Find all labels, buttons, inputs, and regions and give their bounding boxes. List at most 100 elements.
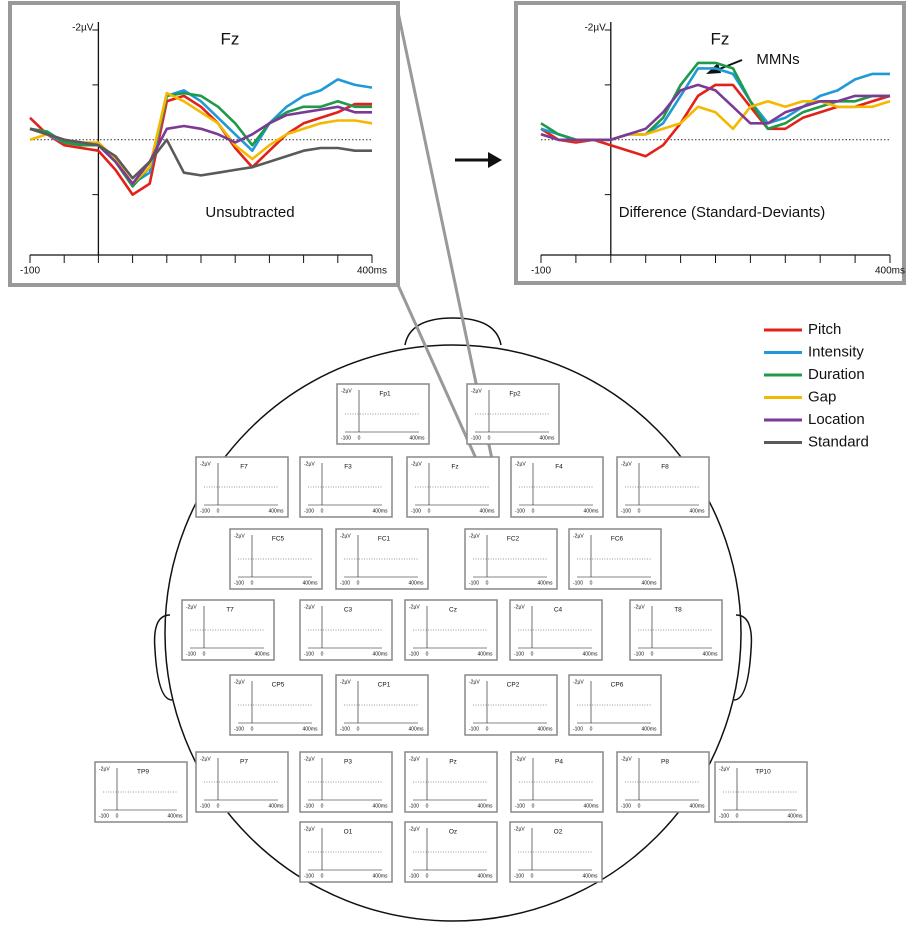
annotation: Unsubtracted: [205, 204, 294, 221]
mini-tick-label: 0: [217, 803, 220, 809]
mini-tick-label: -100: [634, 651, 644, 657]
mini-tick-label: -100: [514, 651, 524, 657]
electrode-panel: [568, 528, 662, 590]
mini-tick-label: -2µV: [515, 461, 526, 467]
electrode-name: CP5: [272, 682, 285, 689]
mini-tick-label: -2µV: [409, 756, 420, 762]
legend-label: Location: [808, 411, 865, 428]
mini-tick-label: 0: [532, 803, 535, 809]
electrode-name: FC2: [507, 536, 520, 543]
legend-label: Gap: [808, 388, 836, 405]
electrode-name: Fp1: [379, 391, 391, 398]
mini-tick-label: 0: [590, 580, 593, 586]
mini-tick-label: -100: [200, 803, 210, 809]
mini-tick-label: -100: [515, 803, 525, 809]
electrode-name: TP9: [137, 769, 149, 776]
mini-tick-label: -100: [514, 873, 524, 879]
mini-tick-label: -100: [234, 726, 244, 732]
mini-tick-label: -2µV: [304, 461, 315, 467]
mini-tick-label: 400ms: [641, 726, 657, 732]
x-tick-label: 400ms: [357, 266, 387, 277]
mini-tick-label: -2µV: [200, 756, 211, 762]
electrode-name: F4: [555, 464, 563, 471]
mini-tick-label: 400ms: [702, 651, 718, 657]
mini-tick-label: -100: [234, 580, 244, 586]
legend-label: Pitch: [808, 321, 841, 338]
mini-tick-label: -100: [471, 435, 481, 441]
mini-tick-label: 400ms: [537, 726, 553, 732]
electrode-name: Fp2: [509, 391, 521, 398]
electrode-name: FC1: [378, 536, 391, 543]
mini-tick-label: 400ms: [539, 435, 555, 441]
mini-tick-label: 400ms: [537, 580, 553, 586]
mini-tick-label: -2µV: [340, 533, 351, 539]
mini-tick-label: 0: [251, 580, 254, 586]
mini-tick-label: -100: [469, 580, 479, 586]
mini-tick-label: -100: [719, 813, 729, 819]
mini-tick-label: -100: [573, 580, 583, 586]
electrode-panel: [509, 821, 603, 883]
mini-tick-label: 0: [531, 651, 534, 657]
electrode-name: F8: [661, 464, 669, 471]
electrode-name: CP2: [507, 682, 520, 689]
mini-tick-label: -100: [409, 651, 419, 657]
mini-tick-label: 400ms: [254, 651, 270, 657]
mini-tick-label: 0: [532, 508, 535, 514]
mini-tick-label: -2µV: [341, 388, 352, 394]
mini-tick-label: 400ms: [372, 651, 388, 657]
mini-tick-label: 400ms: [477, 651, 493, 657]
mini-tick-label: -100: [200, 508, 210, 514]
mini-tick-label: -2µV: [409, 604, 420, 610]
legend-label: Standard: [808, 433, 869, 450]
zoom-line: [396, 284, 489, 484]
arrow-head: [488, 152, 502, 168]
mini-tick-label: 400ms: [408, 580, 424, 586]
electrode-name: T8: [674, 607, 682, 614]
mini-tick-label: 0: [203, 651, 206, 657]
electrode-name: CP6: [611, 682, 624, 689]
electrode-name: C3: [344, 607, 353, 614]
mini-tick-label: -2µV: [634, 604, 645, 610]
mini-tick-label: -100: [304, 803, 314, 809]
mini-tick-label: 0: [217, 508, 220, 514]
x-tick-label: -100: [531, 266, 551, 277]
mini-tick-label: -100: [621, 508, 631, 514]
mini-tick-label: -2µV: [411, 461, 422, 467]
mini-tick-label: -2µV: [234, 679, 245, 685]
mini-tick-label: 0: [357, 580, 360, 586]
mini-tick-label: 400ms: [302, 726, 318, 732]
mini-tick-label: 0: [638, 803, 641, 809]
electrode-panel: [466, 383, 560, 445]
mini-tick-label: 400ms: [302, 580, 318, 586]
mini-tick-label: -100: [340, 726, 350, 732]
right-ear: [733, 614, 753, 701]
mini-tick-label: 400ms: [583, 508, 599, 514]
panel-title: Fz: [221, 29, 240, 48]
mini-tick-label: -2µV: [340, 679, 351, 685]
electrode-panel: [299, 821, 393, 883]
electrode-name: P3: [344, 759, 352, 766]
mini-tick-label: -2µV: [471, 388, 482, 394]
electrode-name: T7: [226, 607, 234, 614]
mini-tick-label: -2µV: [469, 679, 480, 685]
mini-tick-label: -100: [515, 508, 525, 514]
mini-tick-label: 0: [321, 508, 324, 514]
nose: [404, 317, 502, 346]
mini-tick-label: -2µV: [304, 604, 315, 610]
electrode-panel: [404, 821, 498, 883]
mini-tick-label: 400ms: [689, 803, 705, 809]
mini-tick-label: -2µV: [304, 826, 315, 832]
mini-tick-label: 0: [590, 726, 593, 732]
mini-tick-label: -2µV: [186, 604, 197, 610]
electrode-panel: [404, 599, 498, 661]
mini-tick-label: 400ms: [641, 580, 657, 586]
mini-tick-label: 400ms: [787, 813, 803, 819]
callout: MMNs: [756, 51, 799, 68]
mini-tick-label: -2µV: [469, 533, 480, 539]
mini-tick-label: 0: [486, 726, 489, 732]
mini-tick-label: -100: [409, 803, 419, 809]
y-tick-label: -2µV: [584, 23, 606, 34]
mini-tick-label: -100: [340, 580, 350, 586]
x-tick-label: -100: [20, 266, 40, 277]
